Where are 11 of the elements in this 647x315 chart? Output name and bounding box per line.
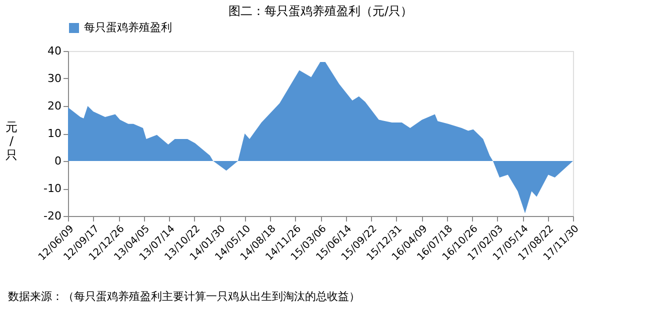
source-note: 数据来源：（每只蛋鸡养殖盈利主要计算一只鸡从出生到淘汰的总收益） bbox=[8, 290, 360, 303]
y-tick-label: 0 bbox=[54, 154, 62, 168]
y-tick-label: -20 bbox=[44, 210, 62, 222]
y-axis-title: 元/只 bbox=[6, 120, 18, 162]
y-tick-label: -10 bbox=[44, 182, 62, 195]
y-tick-label: 30 bbox=[48, 72, 62, 85]
y-tick-label: 20 bbox=[48, 100, 62, 112]
chart-title: 图二：每只蛋鸡养殖盈利（元/只） bbox=[228, 4, 413, 18]
legend-label: 每只蛋鸡养殖盈利 bbox=[84, 21, 172, 34]
y-tick-label: 40 bbox=[48, 44, 62, 58]
y-tick-label: 10 bbox=[48, 127, 62, 140]
